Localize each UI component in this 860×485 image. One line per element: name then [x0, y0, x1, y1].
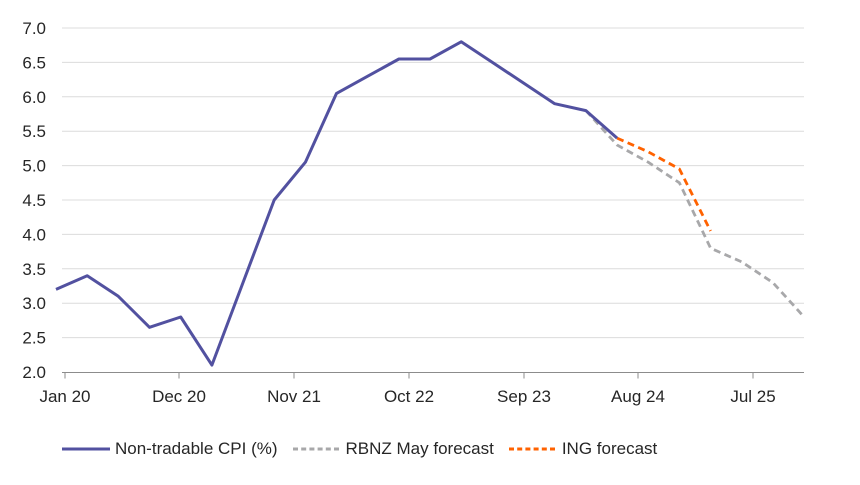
legend-label-nontradable-cpi: Non-tradable CPI (%) [115, 439, 278, 458]
x-axis-tick-label: Sep 23 [497, 387, 551, 406]
legend-swatch-orange-dashed-line [508, 447, 557, 451]
y-axis-tick-label: 3.0 [22, 294, 46, 313]
y-axis-tick-label: 6.0 [22, 88, 46, 107]
y-axis-tick-label: 5.0 [22, 157, 46, 176]
series-line-non-tradable-cpi [55, 40, 619, 367]
y-axis-tick-label: 3.5 [22, 260, 46, 279]
y-axis-tick-label: 6.5 [22, 53, 46, 72]
x-axis-tick-label: Jul 25 [730, 387, 775, 406]
legend-swatch-gray-dashed-line [292, 447, 341, 451]
y-axis-tick-label: 4.0 [22, 225, 46, 244]
series-line-rbnz-may-forecast [584, 109, 806, 318]
y-axis-tick-label: 4.5 [22, 191, 46, 210]
legend-label-rbnz-forecast: RBNZ May forecast [345, 439, 494, 458]
x-axis-tick-label: Jan 20 [39, 387, 90, 406]
y-axis-tick-label: 2.5 [22, 329, 46, 348]
x-axis-tick-label: Aug 24 [611, 387, 665, 406]
x-axis-tick-label: Dec 20 [152, 387, 206, 406]
legend-item-ing-forecast: ING forecast [508, 438, 658, 460]
y-axis-tick-label: 7.0 [22, 19, 46, 38]
x-axis-tick-label: Nov 21 [267, 387, 321, 406]
chart-legend: Non-tradable CPI (%) RBNZ May forecast I… [62, 438, 657, 460]
legend-item-nontradable-cpi: Non-tradable CPI (%) [62, 438, 278, 460]
legend-swatch-solid-line [62, 447, 110, 451]
y-axis-tick-label: 2.0 [22, 363, 46, 382]
x-axis-tick-label: Oct 22 [384, 387, 434, 406]
series-line-ing-forecast [616, 136, 712, 232]
legend-label-ing-forecast: ING forecast [561, 439, 658, 458]
legend-item-rbnz-forecast: RBNZ May forecast [292, 438, 494, 460]
y-axis-tick-label: 5.5 [22, 122, 46, 141]
